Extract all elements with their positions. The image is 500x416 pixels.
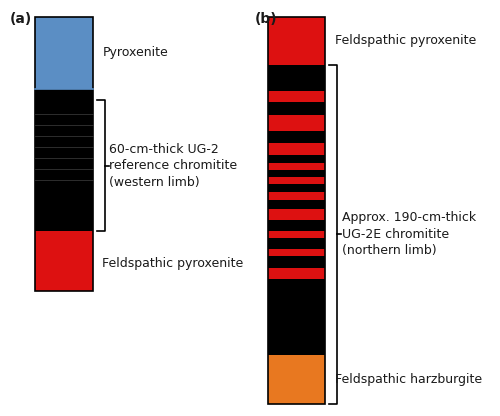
Bar	[268, 238, 325, 248]
Bar	[268, 91, 325, 102]
Bar	[268, 17, 325, 404]
Text: Pyroxenite: Pyroxenite	[102, 46, 168, 59]
Bar	[268, 177, 325, 184]
Text: 60-cm-thick UG-2
reference chromitite
(western limb): 60-cm-thick UG-2 reference chromitite (w…	[110, 143, 238, 188]
Bar	[268, 17, 325, 65]
Bar	[268, 256, 325, 268]
Bar	[35, 89, 92, 231]
Bar	[268, 144, 325, 155]
Text: Feldspathic harzburgite: Feldspathic harzburgite	[335, 373, 482, 386]
Bar	[268, 65, 325, 83]
Bar	[268, 115, 325, 131]
Bar	[268, 355, 325, 404]
Bar	[268, 155, 325, 163]
Text: Approx. 190-cm-thick
UG-2E chromitite
(northern limb): Approx. 190-cm-thick UG-2E chromitite (n…	[342, 211, 476, 258]
Bar	[268, 248, 325, 256]
Bar	[268, 163, 325, 171]
Text: Feldspathic pyroxenite: Feldspathic pyroxenite	[102, 257, 244, 270]
Bar	[268, 171, 325, 177]
Bar	[268, 297, 325, 323]
Text: (a): (a)	[10, 12, 32, 27]
Bar	[268, 131, 325, 144]
Bar	[268, 323, 325, 355]
Text: Feldspathic pyroxenite: Feldspathic pyroxenite	[335, 35, 476, 47]
Text: (b): (b)	[255, 12, 278, 27]
Bar	[268, 184, 325, 192]
Bar	[268, 83, 325, 91]
Bar	[268, 209, 325, 220]
Bar	[268, 230, 325, 238]
Bar	[35, 17, 92, 291]
Bar	[268, 279, 325, 297]
Bar	[268, 102, 325, 115]
Bar	[268, 220, 325, 230]
Bar	[35, 17, 92, 89]
Bar	[268, 192, 325, 200]
Bar	[268, 200, 325, 209]
Bar	[268, 268, 325, 279]
Bar	[35, 231, 92, 291]
